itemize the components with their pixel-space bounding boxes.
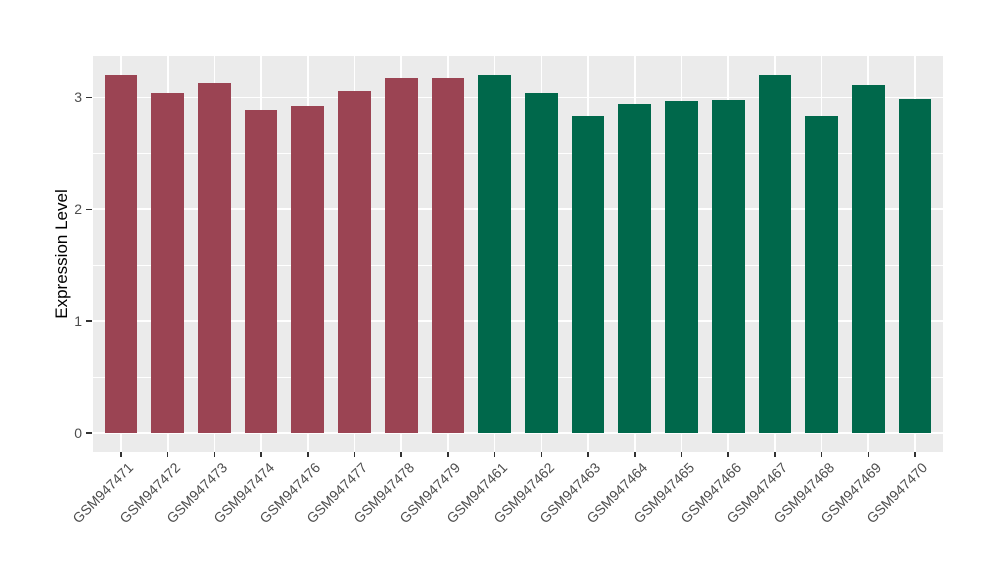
gridline-y-minor [93,264,943,266]
bar-GSM947464 [618,104,652,433]
bar-GSM947472 [151,92,185,433]
bar-GSM947474 [244,109,278,433]
x-tick [680,452,683,457]
x-tick [540,452,543,457]
x-tick [914,452,916,457]
gridline-y-major [93,96,943,99]
x-tick [727,452,729,457]
y-tick-label-1: 1 [74,313,82,330]
y-tick [86,320,92,322]
y-tick [86,96,92,99]
x-tick [307,452,309,457]
y-tick [86,208,92,210]
y-tick-label-3: 3 [74,89,82,106]
gridline-y-minor [93,376,943,378]
bar-GSM947462 [525,92,558,433]
y-tick [86,432,92,434]
x-tick [260,452,262,457]
bar-GSM947476 [291,106,325,433]
bar-GSM947478 [384,78,418,433]
bar-GSM947469 [851,85,885,433]
gridline-y-major [93,320,943,322]
x-tick [213,452,216,457]
bar-GSM947463 [571,116,605,433]
bar-GSM947477 [338,90,371,433]
plot-panel [93,56,943,452]
bar-GSM947465 [665,100,698,433]
x-tick [867,452,870,457]
x-tick [353,452,356,457]
x-tick [447,452,449,457]
y-tick-label-0: 0 [74,424,82,441]
bar-GSM947466 [711,99,745,433]
bar-GSM947479 [431,78,465,433]
x-tick [120,452,122,457]
bar-GSM947467 [758,75,792,433]
x-tick [587,452,589,457]
x-tick [400,452,402,457]
x-tick [493,452,496,457]
x-tick [774,452,776,457]
gridline-y-major [93,208,943,211]
bar-GSM947470 [898,98,932,433]
y-tick-label-2: 2 [74,201,82,218]
x-tick [820,452,823,457]
bar-GSM947471 [104,75,138,433]
gridline-y-major [93,432,943,434]
x-tick [166,452,169,457]
x-tick [634,452,636,457]
gridline-y-minor [93,152,943,154]
bar-GSM947473 [198,82,231,433]
bar-GSM947468 [805,116,838,433]
bar-GSM947461 [478,75,511,433]
